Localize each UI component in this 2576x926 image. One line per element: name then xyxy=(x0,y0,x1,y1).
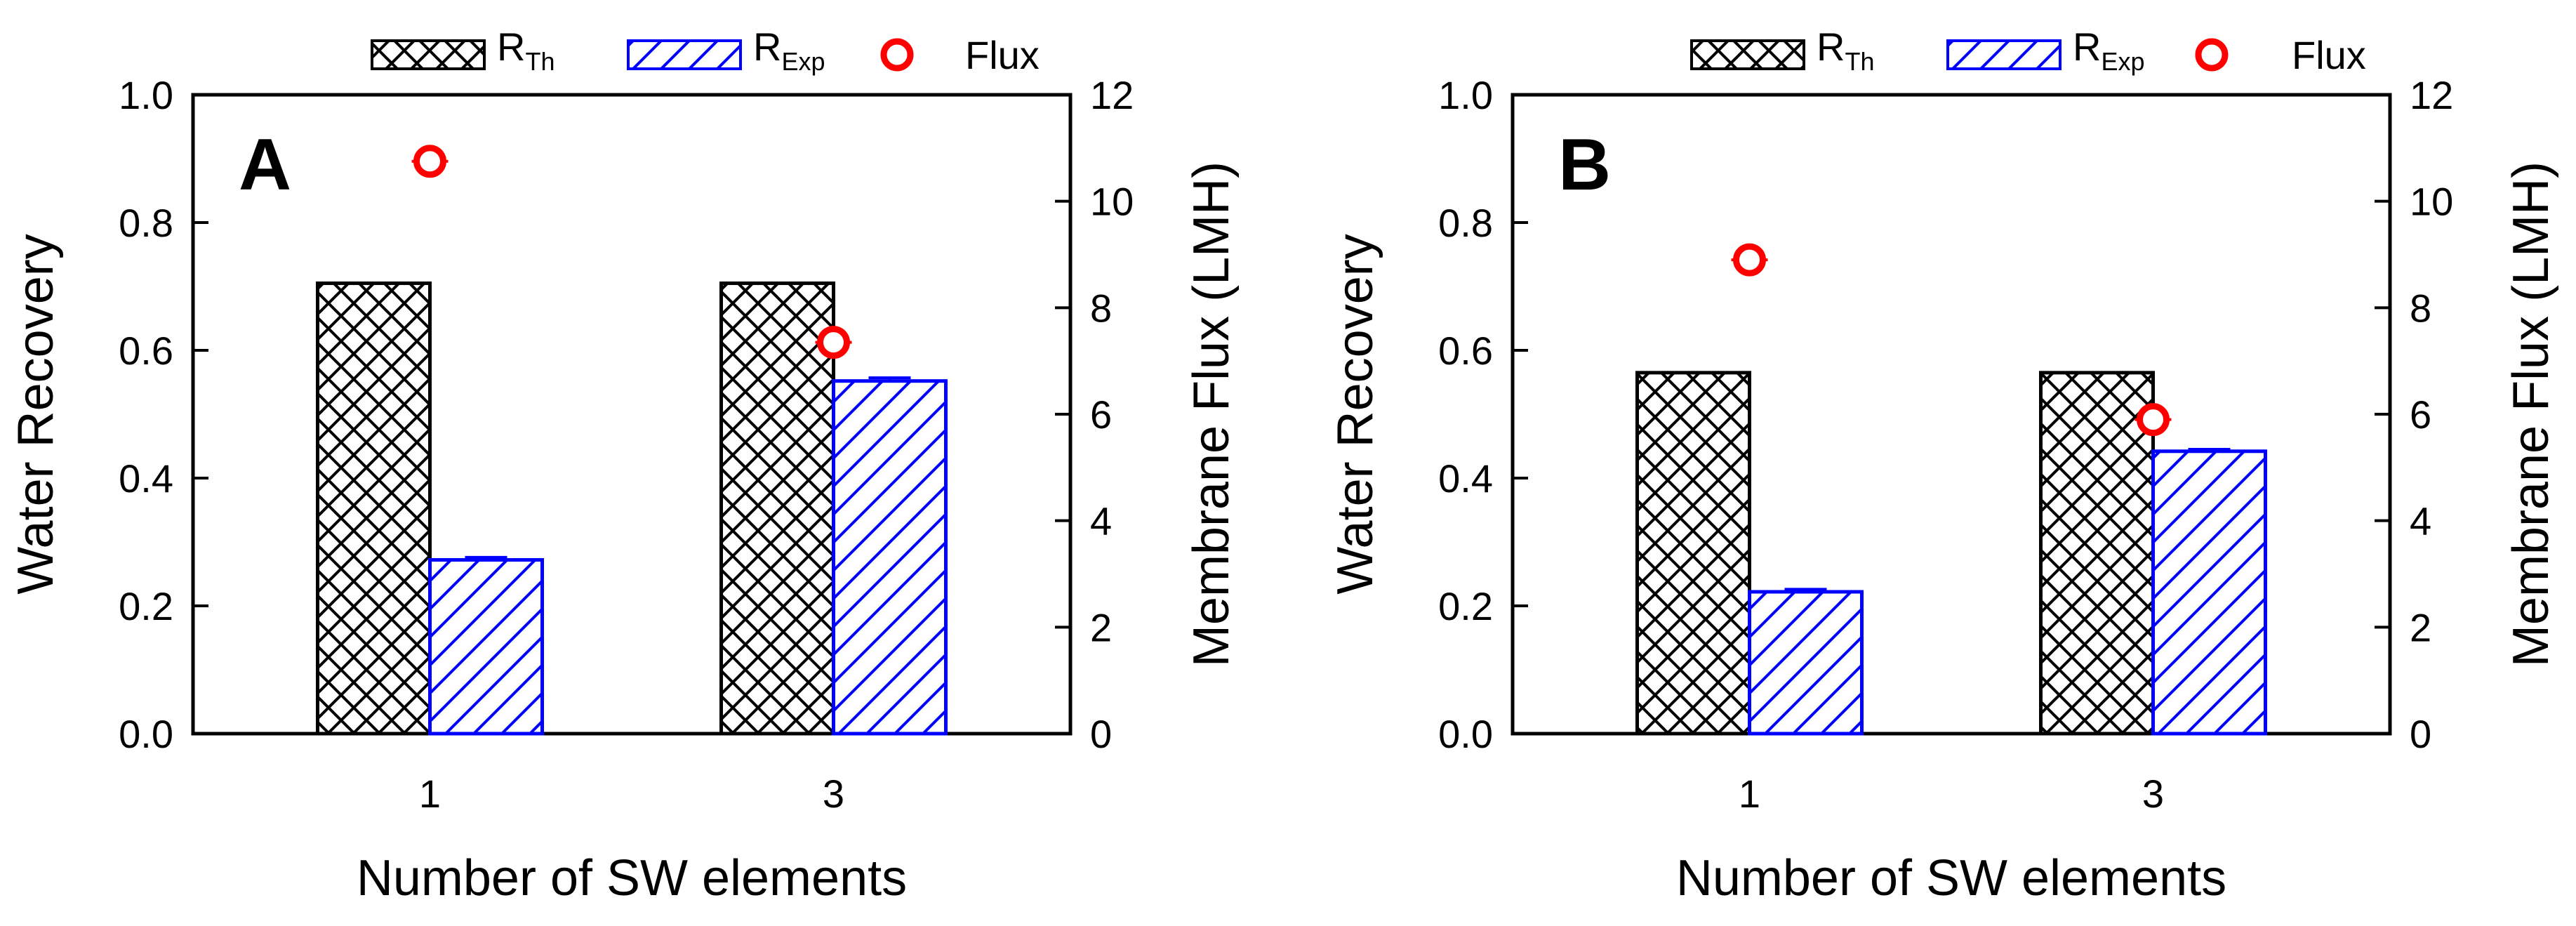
y2-tick-label: 6 xyxy=(2410,392,2431,437)
y-tick-label: 0.0 xyxy=(1438,712,1493,756)
y2-tick-label: 4 xyxy=(2410,499,2431,543)
x-axis-title: Number of SW elements xyxy=(1676,850,2226,906)
legend-rexp-main: R xyxy=(753,25,781,69)
x-tick-label: 3 xyxy=(2142,772,2164,816)
legend-flux-marker xyxy=(880,38,914,72)
panel-b: B Water Recovery Membrane Flux (LMH) Num… xyxy=(1327,25,2559,906)
legend-rexp-swatch xyxy=(627,39,742,70)
y2-tick-label: 6 xyxy=(1090,392,1112,437)
y-tick-label: 0.6 xyxy=(119,329,173,373)
legend-rth-main: R xyxy=(1817,25,1845,69)
y-tick-label: 1.0 xyxy=(1438,73,1493,117)
bar-rexp xyxy=(832,379,948,736)
y-tick-label: 0.2 xyxy=(119,584,173,628)
x-tick-label: 1 xyxy=(1739,772,1760,816)
data-marks xyxy=(1635,243,2267,736)
y2-tick-label: 8 xyxy=(2410,286,2431,330)
panel-label: B xyxy=(1558,124,1611,206)
y2-tick-label: 10 xyxy=(2410,180,2453,224)
legend-rexp-sub: Exp xyxy=(781,47,825,76)
svg-text:RExp: RExp xyxy=(2073,25,2145,76)
x-axis-title: Number of SW elements xyxy=(357,850,907,906)
flux-point xyxy=(2137,403,2170,437)
y-axis-title: Water Recovery xyxy=(1327,234,1383,594)
legend-flux-label: Flux xyxy=(965,33,1040,77)
bar-rexp xyxy=(2151,449,2267,736)
legend-rth-sub: Th xyxy=(525,47,555,76)
flux-point xyxy=(413,145,446,178)
bar-rth xyxy=(2039,371,2155,736)
x-tick-label: 3 xyxy=(823,772,844,816)
y-ticks: 0.0 0.2 0.4 0.6 0.8 1.0 xyxy=(1438,73,1528,756)
y-tick-label: 0.2 xyxy=(1438,584,1493,628)
y2-axis-title: Membrane Flux (LMH) xyxy=(1183,161,1240,667)
bar-rth xyxy=(316,281,432,736)
bar-rexp xyxy=(1748,590,1864,736)
svg-text:RExp: RExp xyxy=(753,25,825,76)
y2-tick-label: 2 xyxy=(1090,605,1112,649)
y-ticks: 0.0 0.2 0.4 0.6 0.8 1.0 xyxy=(119,73,208,756)
legend-rth-main: R xyxy=(497,25,525,69)
legend-rth-swatch xyxy=(1690,39,1805,70)
bar-rth xyxy=(1635,371,1751,736)
panel-label: A xyxy=(239,124,291,206)
legend-rth-sub: Th xyxy=(1845,47,1874,76)
panel-a: A Water Recovery Membrane Flux (LMH) Num… xyxy=(8,25,1240,906)
y-tick-label: 0.0 xyxy=(119,712,173,756)
y2-tick-label: 12 xyxy=(2410,73,2453,117)
svg-text:RTh: RTh xyxy=(1817,25,1874,76)
legend-flux-marker xyxy=(2195,38,2229,72)
y2-tick-label: 0 xyxy=(2410,712,2431,756)
y2-tick-label: 2 xyxy=(2410,605,2431,649)
y2-axis-title: Membrane Flux (LMH) xyxy=(2503,161,2559,667)
y2-ticks: 0 2 4 6 8 10 12 xyxy=(1055,73,1134,756)
bar-rexp xyxy=(428,557,544,736)
y-axis-title: Water Recovery xyxy=(8,234,64,594)
svg-text:RTh: RTh xyxy=(497,25,555,76)
y2-tick-label: 4 xyxy=(1090,499,1112,543)
legend-rth-swatch xyxy=(371,39,486,70)
y-tick-label: 0.4 xyxy=(1438,456,1493,501)
legend-rexp-swatch xyxy=(1946,39,2062,70)
legend-flux-label: Flux xyxy=(2292,33,2366,77)
legend: RTh RExp Flux xyxy=(1690,25,2366,77)
flux-point xyxy=(817,326,850,359)
x-tick-label: 1 xyxy=(419,772,441,816)
y2-ticks: 0 2 4 6 8 10 12 xyxy=(2375,73,2453,756)
flux-point xyxy=(1733,243,1766,277)
legend: RTh RExp Flux xyxy=(371,25,1040,77)
y-tick-label: 1.0 xyxy=(119,73,173,117)
data-marks xyxy=(316,145,948,736)
bar-rth xyxy=(719,281,835,736)
y2-tick-label: 0 xyxy=(1090,712,1112,756)
y2-tick-label: 12 xyxy=(1090,73,1134,117)
legend-rexp-sub: Exp xyxy=(2101,47,2144,76)
legend-rexp-main: R xyxy=(2073,25,2101,69)
y-tick-label: 0.6 xyxy=(1438,329,1493,373)
y-tick-label: 0.4 xyxy=(119,456,173,501)
y-tick-label: 0.8 xyxy=(1438,201,1493,245)
y2-tick-label: 10 xyxy=(1090,180,1134,224)
y-tick-label: 0.8 xyxy=(119,201,173,245)
y2-tick-label: 8 xyxy=(1090,286,1112,330)
